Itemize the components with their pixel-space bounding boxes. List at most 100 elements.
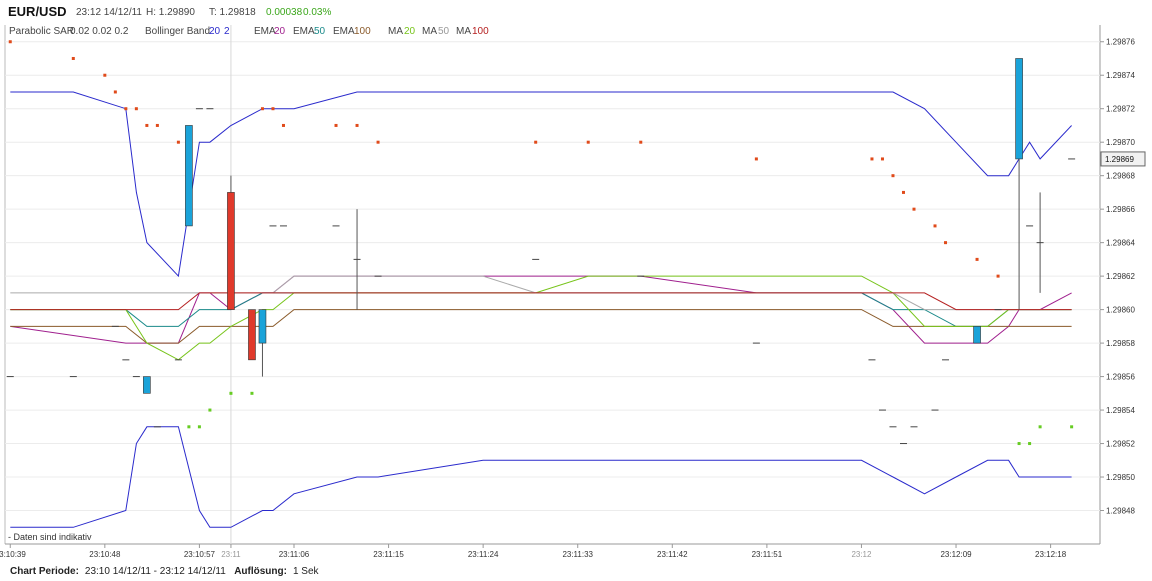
sar-dot — [1028, 442, 1032, 446]
sar-dot — [229, 391, 233, 395]
y-tick-label: 1.29854 — [1106, 406, 1135, 415]
y-tick-label: 1.29848 — [1106, 507, 1135, 516]
x-tick-label: 23:11:06 — [279, 550, 310, 559]
sar-dot — [134, 107, 138, 111]
sar-dot — [124, 107, 128, 111]
sar-dot — [197, 425, 201, 429]
header-high: H: 1.29890 — [146, 7, 195, 18]
psar-label: Parabolic SAR — [9, 26, 75, 37]
grid-lines — [4, 25, 1101, 545]
y-axis: 1.29876 1.29874 1.29872 1.29870 1.29868 1.298… — [1100, 38, 1146, 516]
candle-body — [973, 326, 981, 344]
x-tick-label: 23:12 — [851, 550, 872, 559]
sar-dot — [155, 123, 159, 127]
ma1-value: 20 — [404, 26, 416, 37]
y-tick-label: 1.29872 — [1106, 105, 1135, 114]
chart-header: EUR/USD 23:12 14/12/11 H: 1.29890 T: 1.2… — [0, 0, 1152, 22]
y-tick-label: 1.29864 — [1106, 239, 1135, 248]
psar-params: 0.02 0.02 0.2 — [70, 26, 129, 37]
x-tick-label: 23:11:33 — [562, 550, 593, 559]
header-datetime: 23:12 14/12/11 — [76, 7, 142, 18]
x-tick-label: 23:11 — [221, 550, 241, 559]
period-label: Chart Periode: — [10, 566, 79, 577]
candle-body — [1015, 58, 1023, 160]
y-tick-label: 1.29876 — [1106, 38, 1135, 47]
y-tick-label: 1.29874 — [1106, 71, 1135, 80]
sar-dot — [912, 207, 916, 211]
sar-dot — [334, 123, 338, 127]
sar-dot — [933, 224, 937, 228]
period-value: 23:10 14/12/11 - 23:12 14/12/11 — [84, 566, 226, 577]
sar-dot — [996, 274, 1000, 278]
sar-dot — [376, 140, 380, 144]
x-tick-label: 23:12:09 — [940, 550, 972, 559]
y-tick-label: 1.29866 — [1106, 205, 1135, 214]
ema2-value: 50 — [314, 26, 326, 37]
sar-dot — [187, 425, 191, 429]
currency-pair: EUR/USD — [8, 4, 67, 19]
sar-dot — [355, 123, 359, 127]
x-tick-label: 23:12:18 — [1035, 550, 1067, 559]
x-tick-label: 23:11:24 — [468, 550, 499, 559]
y-tick-label: 1.29852 — [1106, 440, 1135, 449]
header-change: 0.00038 — [266, 7, 303, 18]
sar-dot — [975, 257, 979, 261]
sar-dot — [639, 140, 643, 144]
sar-dot — [145, 123, 149, 127]
x-tick-label: 23:10:48 — [89, 550, 121, 559]
x-tick-label: 23:10:57 — [184, 550, 216, 559]
indicator-lines — [10, 91, 1072, 528]
ma2-value: 50 — [438, 26, 450, 37]
indicator-line — [10, 309, 1072, 344]
ema3-value: 100 — [354, 26, 371, 37]
sar-dot — [870, 157, 874, 161]
ema1-label: EMA — [254, 26, 276, 37]
y-tick-label: 1.29860 — [1106, 306, 1135, 315]
sar-dot — [176, 140, 180, 144]
indicator-line — [10, 292, 1072, 311]
indicator-line — [10, 426, 1072, 528]
sar-dot — [944, 241, 948, 245]
sar-dot — [260, 107, 264, 111]
y-tick-label: 1.29862 — [1106, 272, 1135, 281]
candle-body — [227, 192, 235, 310]
y-tick-label: 1.29856 — [1106, 373, 1135, 382]
candle-body — [185, 125, 193, 227]
parabolic-sar-dots — [8, 40, 1074, 446]
bb-dev: 2 — [224, 26, 230, 37]
ma3-value: 100 — [472, 26, 489, 37]
resolution-value: 1 Sek — [292, 566, 319, 577]
sar-dot — [754, 157, 758, 161]
y-tick-label: 1.29858 — [1106, 339, 1135, 348]
y-tick-label: 1.29870 — [1106, 138, 1135, 147]
indicator-line — [10, 275, 1072, 361]
ema1-value: 20 — [274, 26, 286, 37]
price-chart[interactable]: 1.29876 1.29874 1.29872 1.29870 1.29868 1.298… — [0, 0, 1152, 560]
resolution-label: Auflösung: — [234, 566, 287, 577]
sar-dot — [1038, 425, 1042, 429]
sar-dot — [1017, 442, 1021, 446]
ma1-label: MA — [388, 26, 403, 37]
sar-dot — [103, 73, 107, 77]
bb-period: 20 — [209, 26, 221, 37]
sar-dot — [281, 123, 285, 127]
sar-dot — [534, 140, 538, 144]
candle-body — [248, 309, 256, 361]
sar-dot — [208, 408, 212, 412]
sar-dot — [71, 56, 75, 60]
sar-dot — [250, 391, 254, 395]
sar-dot — [880, 157, 884, 161]
y-tick-label: 1.29868 — [1106, 172, 1135, 181]
header-low: T: 1.29818 — [209, 7, 256, 18]
candle-body — [143, 376, 151, 394]
sar-dot — [891, 174, 895, 178]
bb-label: Bollinger Band — [145, 26, 211, 37]
sar-dot — [586, 140, 590, 144]
ema3-label: EMA — [333, 26, 355, 37]
x-tick-label: 23:11:51 — [752, 550, 783, 559]
sar-dot — [901, 190, 905, 194]
current-price-box — [1100, 151, 1146, 167]
sar-dot — [113, 90, 117, 94]
y-tick-label: 1.29850 — [1106, 473, 1135, 482]
sar-dot — [271, 107, 275, 111]
